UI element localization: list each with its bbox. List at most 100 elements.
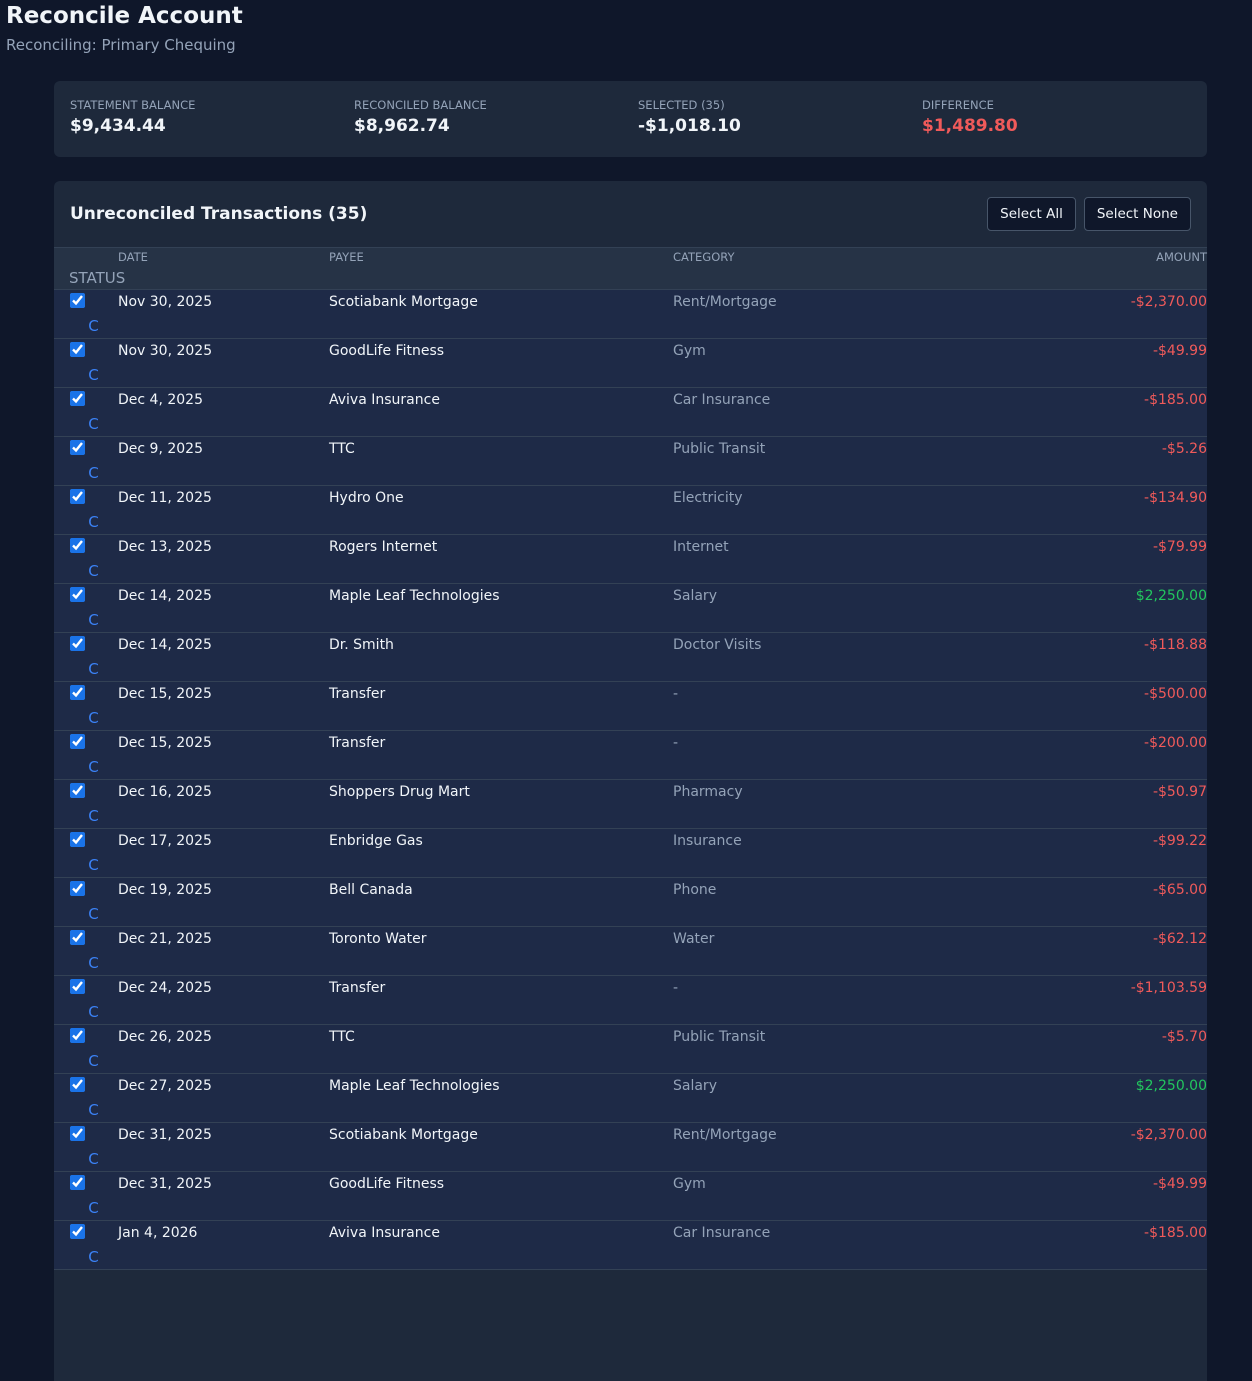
summary-item: DIFFERENCE $1,489.80 <box>906 81 1190 157</box>
row-checkbox[interactable] <box>70 488 85 504</box>
amount: -$200.00 <box>1144 735 1207 752</box>
row-checkbox[interactable] <box>70 292 85 308</box>
transaction-row[interactable]: Dec 31, 2025 Scotiabank Mortgage Rent/Mort… <box>54 1123 1207 1172</box>
row-checkbox[interactable] <box>70 341 85 357</box>
category: Phone <box>673 882 717 899</box>
category: Public Transit <box>673 1029 766 1046</box>
row-checkbox[interactable] <box>70 1027 85 1043</box>
payee: Rogers Internet <box>329 539 438 556</box>
status: C <box>88 464 99 483</box>
date: Dec 15, 2025 <box>118 686 212 703</box>
transaction-row[interactable]: Dec 4, 2025 Aviva Insurance Car Insurance -… <box>54 388 1207 437</box>
checkbox-cell <box>54 831 118 851</box>
checkbox-cell <box>54 488 118 508</box>
select-none-button[interactable]: Select None <box>1083 197 1191 231</box>
checkbox-cell <box>54 1076 118 1096</box>
category: Doctor Visits <box>673 637 762 654</box>
category: Car Insurance <box>673 392 771 409</box>
row-checkbox[interactable] <box>70 1076 85 1092</box>
date: Dec 14, 2025 <box>118 588 212 605</box>
transaction-row[interactable]: Dec 13, 2025 Rogers Internet Internet -$79.… <box>54 535 1207 584</box>
select-all-button[interactable]: Select All <box>987 197 1076 231</box>
row-checkbox[interactable] <box>70 929 85 945</box>
date: Dec 14, 2025 <box>118 637 212 654</box>
amount: -$5.26 <box>1161 441 1207 458</box>
transaction-row[interactable]: Dec 14, 2025 Maple Leaf Technologies Salar… <box>54 584 1207 633</box>
transaction-row[interactable]: Dec 14, 2025 Dr. Smith Doctor Visits -$118.… <box>54 633 1207 682</box>
transaction-row[interactable]: Dec 16, 2025 Shoppers Drug Mart Pharmacy -$… <box>54 780 1207 829</box>
table-header: DATE PAYEE CATEGORY AMOUNT STATUS <box>54 248 1207 290</box>
row-checkbox[interactable] <box>70 586 85 602</box>
payee: TTC <box>329 441 355 458</box>
row-checkbox[interactable] <box>70 439 85 455</box>
transaction-row[interactable]: Dec 31, 2025 GoodLife Fitness Gym -$49.99 C <box>54 1172 1207 1221</box>
status: C <box>88 954 99 973</box>
row-checkbox[interactable] <box>70 978 85 994</box>
category: - <box>673 735 679 752</box>
amount: -$185.00 <box>1144 392 1207 409</box>
category: Car Insurance <box>673 1225 771 1242</box>
amount: -$118.88 <box>1144 637 1207 654</box>
panel-header: Unreconciled Transactions (35) Select Al… <box>54 181 1207 248</box>
amount: -$2,370.00 <box>1130 294 1207 311</box>
checkbox-cell <box>54 537 118 557</box>
amount: $2,250.00 <box>1135 588 1207 605</box>
transaction-row[interactable]: Dec 26, 2025 TTC Public Transit -$5.70 C <box>54 1025 1207 1074</box>
transaction-row[interactable]: Dec 27, 2025 Maple Leaf Technologies Salar… <box>54 1074 1207 1123</box>
transaction-row[interactable]: Dec 15, 2025 Transfer - -$200.00 C <box>54 731 1207 780</box>
transactions-panel: Unreconciled Transactions (35) Select Al… <box>54 181 1207 1381</box>
payee: Toronto Water <box>329 931 427 948</box>
page: Reconcile Account Reconciling: Primary C… <box>6 3 1207 1381</box>
transaction-row[interactable]: Dec 24, 2025 Transfer - -$1,103.59 C <box>54 976 1207 1025</box>
transaction-row[interactable]: Dec 19, 2025 Bell Canada Phone -$65.00 C <box>54 878 1207 927</box>
row-checkbox[interactable] <box>70 390 85 406</box>
row-checkbox[interactable] <box>70 880 85 896</box>
date: Dec 27, 2025 <box>118 1078 212 1095</box>
payee: Scotiabank Mortgage <box>329 1127 478 1144</box>
transaction-row[interactable]: Jan 4, 2026 Aviva Insurance Car Insurance -… <box>54 1221 1207 1270</box>
payee: Shoppers Drug Mart <box>329 784 470 801</box>
status: C <box>88 660 99 679</box>
status: C <box>88 366 99 385</box>
summary-label: DIFFERENCE <box>922 98 994 112</box>
row-checkbox[interactable] <box>70 684 85 700</box>
payee: Transfer <box>329 686 386 703</box>
row-checkbox[interactable] <box>70 537 85 553</box>
row-checkbox[interactable] <box>70 831 85 847</box>
checkbox-cell <box>54 439 118 459</box>
row-checkbox[interactable] <box>70 1223 85 1239</box>
date: Dec 17, 2025 <box>118 833 212 850</box>
payee: TTC <box>329 1029 355 1046</box>
summary-label: RECONCILED BALANCE <box>354 98 487 112</box>
checkbox-cell <box>54 978 118 998</box>
checkbox-cell <box>54 782 118 802</box>
row-checkbox[interactable] <box>70 635 85 651</box>
table-body: Nov 30, 2025 Scotiabank Mortgage Rent/Mort… <box>54 290 1207 1270</box>
transaction-row[interactable]: Dec 11, 2025 Hydro One Electricity -$134.90… <box>54 486 1207 535</box>
category: Pharmacy <box>673 784 743 801</box>
summary-item: RECONCILED BALANCE $8,962.74 <box>338 81 622 157</box>
payee: GoodLife Fitness <box>329 1176 445 1193</box>
transaction-row[interactable]: Dec 15, 2025 Transfer - -$500.00 C <box>54 682 1207 731</box>
status: C <box>88 513 99 532</box>
transaction-row[interactable]: Nov 30, 2025 GoodLife Fitness Gym -$49.99 C <box>54 339 1207 388</box>
transaction-row[interactable]: Dec 9, 2025 TTC Public Transit -$5.26 C <box>54 437 1207 486</box>
row-checkbox[interactable] <box>70 1174 85 1190</box>
checkbox-cell <box>54 341 118 361</box>
amount: -$49.99 <box>1152 343 1207 360</box>
transaction-row[interactable]: Nov 30, 2025 Scotiabank Mortgage Rent/Mort… <box>54 290 1207 339</box>
panel-title: Unreconciled Transactions (35) <box>70 204 368 224</box>
row-checkbox[interactable] <box>70 1125 85 1141</box>
row-checkbox[interactable] <box>70 733 85 749</box>
transaction-row[interactable]: Dec 17, 2025 Enbridge Gas Insurance -$99.22… <box>54 829 1207 878</box>
payee: Aviva Insurance <box>329 1225 440 1242</box>
transaction-row[interactable]: Dec 21, 2025 Toronto Water Water -$62.12 C <box>54 927 1207 976</box>
row-checkbox[interactable] <box>70 782 85 798</box>
amount: -$134.90 <box>1144 490 1207 507</box>
status: C <box>88 758 99 777</box>
date: Dec 26, 2025 <box>118 1029 212 1046</box>
amount: -$50.97 <box>1152 784 1207 801</box>
date: Dec 31, 2025 <box>118 1176 212 1193</box>
status: C <box>88 611 99 630</box>
date: Dec 4, 2025 <box>118 392 203 409</box>
